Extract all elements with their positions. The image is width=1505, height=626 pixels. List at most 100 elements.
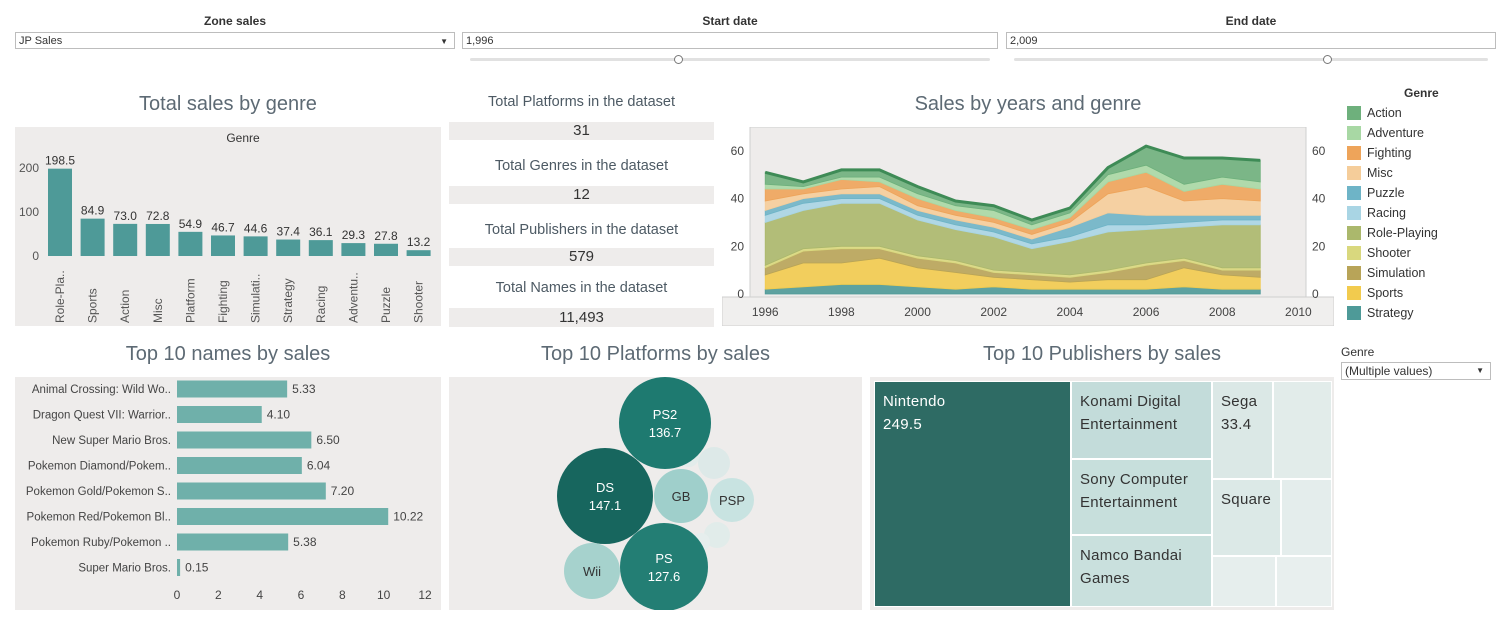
genre-bar-category-label: Adventu.. (346, 272, 360, 323)
genre-bar (374, 243, 398, 256)
publisher-treemap-cell[interactable]: Namco Bandai Games (1071, 535, 1212, 607)
area-chart-panel: 0 0 20 20 40 40 60 60 1996 1998 2000 2002 2004 2006 20… (721, 126, 1335, 327)
area-chart: 0 0 20 20 40 40 60 60 1996 1998 2000 2002 2004 2006 20… (721, 126, 1335, 327)
names-bar-value-label: 0.15 (185, 561, 209, 575)
end-date-input[interactable]: 2,009 (1006, 32, 1496, 49)
legend-item[interactable]: Action (1347, 103, 1497, 123)
names-xtick: 6 (298, 588, 305, 602)
zone-sales-dropdown[interactable]: JP Sales ▼ (15, 32, 455, 49)
platform-bubble-value: 136.7 (649, 425, 682, 440)
publisher-treemap-cell[interactable]: Square (1212, 479, 1281, 556)
genre-bar (48, 168, 72, 256)
names-bar-value-label: 6.50 (316, 433, 340, 447)
names-xtick: 8 (339, 588, 346, 602)
names-bar-value-label: 4.10 (267, 408, 291, 422)
genre-bar-value-label: 54.9 (179, 217, 203, 231)
kpi-panel: Total Platforms in the dataset 31 Total … (449, 91, 714, 327)
publisher-treemap-cell[interactable]: Konami Digital Entertainment (1071, 381, 1212, 459)
genre-bar-value-label: 36.1 (309, 225, 333, 239)
legend-item[interactable]: Puzzle (1347, 183, 1497, 203)
legend-label: Fighting (1367, 146, 1412, 160)
legend-swatch (1347, 186, 1361, 200)
genre-bar-category-label: Fighting (216, 280, 230, 323)
publishers-title: Top 10 Publishers by sales (983, 343, 1221, 365)
names-bar-category-label: Pokemon Red/Pokemon Bl.. (27, 512, 171, 524)
genre-bar-ytick: 0 (32, 249, 39, 263)
names-bar-value-label: 6.04 (307, 459, 331, 473)
genre-bar-panel: Genre 0 100 200 198.5 Role-Pla.. 84.9 Sports 73… (15, 127, 441, 326)
legend-item[interactable]: Sports (1347, 283, 1497, 303)
names-xtick: 12 (418, 588, 432, 602)
publisher-treemap-cell[interactable] (1276, 556, 1332, 607)
genre-bar-value-label: 46.7 (211, 220, 235, 234)
start-date-slider-thumb[interactable] (674, 55, 683, 64)
genre-bar (308, 240, 333, 256)
genre-bar-category-label: Misc (151, 298, 165, 323)
genre-bar-value-label: 13.2 (407, 235, 431, 249)
area-xtick: 2010 (1285, 305, 1312, 319)
area-xtick: 2002 (980, 305, 1007, 319)
genre-bar-category-label: Role-Pla.. (53, 270, 67, 323)
names-bar (177, 406, 262, 423)
kpi-platforms-value: 31 (449, 122, 714, 140)
genre-bar-title: Total sales by genre (139, 93, 317, 115)
legend-item[interactable]: Strategy (1347, 303, 1497, 323)
area-ytick-left: 0 (737, 287, 744, 301)
start-date-input[interactable]: 1,996 (462, 32, 998, 49)
platform-bubble (654, 469, 708, 523)
publisher-treemap-cell[interactable] (1212, 556, 1276, 607)
publisher-name: Konami Digital Entertainment (1080, 393, 1181, 433)
genre-bar-value-label: 44.6 (244, 221, 268, 235)
area-ytick-left: 60 (731, 144, 745, 158)
legend-item[interactable]: Adventure (1347, 123, 1497, 143)
platforms-panel: PS2 136.7 DS 147.1 GB PSP PS 127.6 Wii (449, 377, 862, 611)
publisher-treemap-cell[interactable] (1281, 479, 1332, 556)
publisher-treemap-cell[interactable]: Sega 33.4 (1212, 381, 1273, 479)
genre-filter-dropdown[interactable]: (Multiple values) ▼ (1341, 362, 1491, 380)
genre-bar-value-label: 84.9 (81, 204, 105, 218)
legend-item[interactable]: Misc (1347, 163, 1497, 183)
end-date-slider-thumb[interactable] (1322, 55, 1332, 64)
area-xtick: 2006 (1133, 305, 1160, 319)
names-bar-chart: Animal Crossing: Wild Wo.. 5.33 Dragon Que… (26, 380, 432, 602)
names-bar (177, 559, 181, 576)
area-ytick-right: 60 (1312, 144, 1326, 158)
end-date-slider-track[interactable] (1014, 58, 1488, 61)
platform-bubble-label: PS (655, 551, 673, 566)
names-bar-category-label: Pokemon Diamond/Pokem.. (28, 461, 171, 473)
zone-sales-value: JP Sales (19, 35, 63, 47)
legend-label: Sports (1367, 286, 1404, 300)
legend-swatch (1347, 286, 1361, 300)
legend-swatch (1347, 126, 1361, 140)
kpi-publishers-value: 579 (449, 248, 714, 266)
legend-swatch (1347, 226, 1361, 240)
legend-item[interactable]: Fighting (1347, 143, 1497, 163)
legend-item[interactable]: Racing (1347, 203, 1497, 223)
platform-bubble (564, 543, 620, 599)
legend-item[interactable]: Role-Playing (1347, 223, 1497, 243)
names-bar-value-label: 7.20 (331, 484, 355, 498)
area-ytick-right: 40 (1312, 192, 1326, 206)
publisher-treemap-cell[interactable]: Sony Computer Entertainment (1071, 459, 1212, 535)
genre-bar-value-label: 73.0 (114, 209, 138, 223)
genre-bar-value-label: 198.5 (45, 154, 75, 168)
area-total-line (764, 144, 1261, 222)
start-date-slider-track[interactable] (470, 58, 990, 61)
legend-swatch (1347, 306, 1361, 320)
legend-item[interactable]: Simulation (1347, 263, 1497, 283)
genre-bar-category-label: Puzzle (379, 287, 393, 323)
publisher-treemap-cell[interactable]: Nintendo 249.5 (874, 381, 1071, 607)
names-bar-category-label: Super Mario Bros. (78, 563, 171, 575)
platform-bubble (557, 448, 653, 544)
publisher-treemap-cell[interactable] (1273, 381, 1332, 479)
names-xtick: 10 (377, 588, 391, 602)
area-xtick: 2008 (1209, 305, 1236, 319)
platform-bubble-label: GB (672, 489, 691, 504)
names-bar-value-label: 5.33 (292, 382, 316, 396)
genre-bar-ytick: 100 (19, 205, 39, 219)
area-xtick: 1996 (752, 305, 779, 319)
kpi-genres-value: 12 (449, 186, 714, 204)
platform-bubble (698, 447, 730, 479)
legend-item[interactable]: Shooter (1347, 243, 1497, 263)
legend-label: Action (1367, 106, 1402, 120)
